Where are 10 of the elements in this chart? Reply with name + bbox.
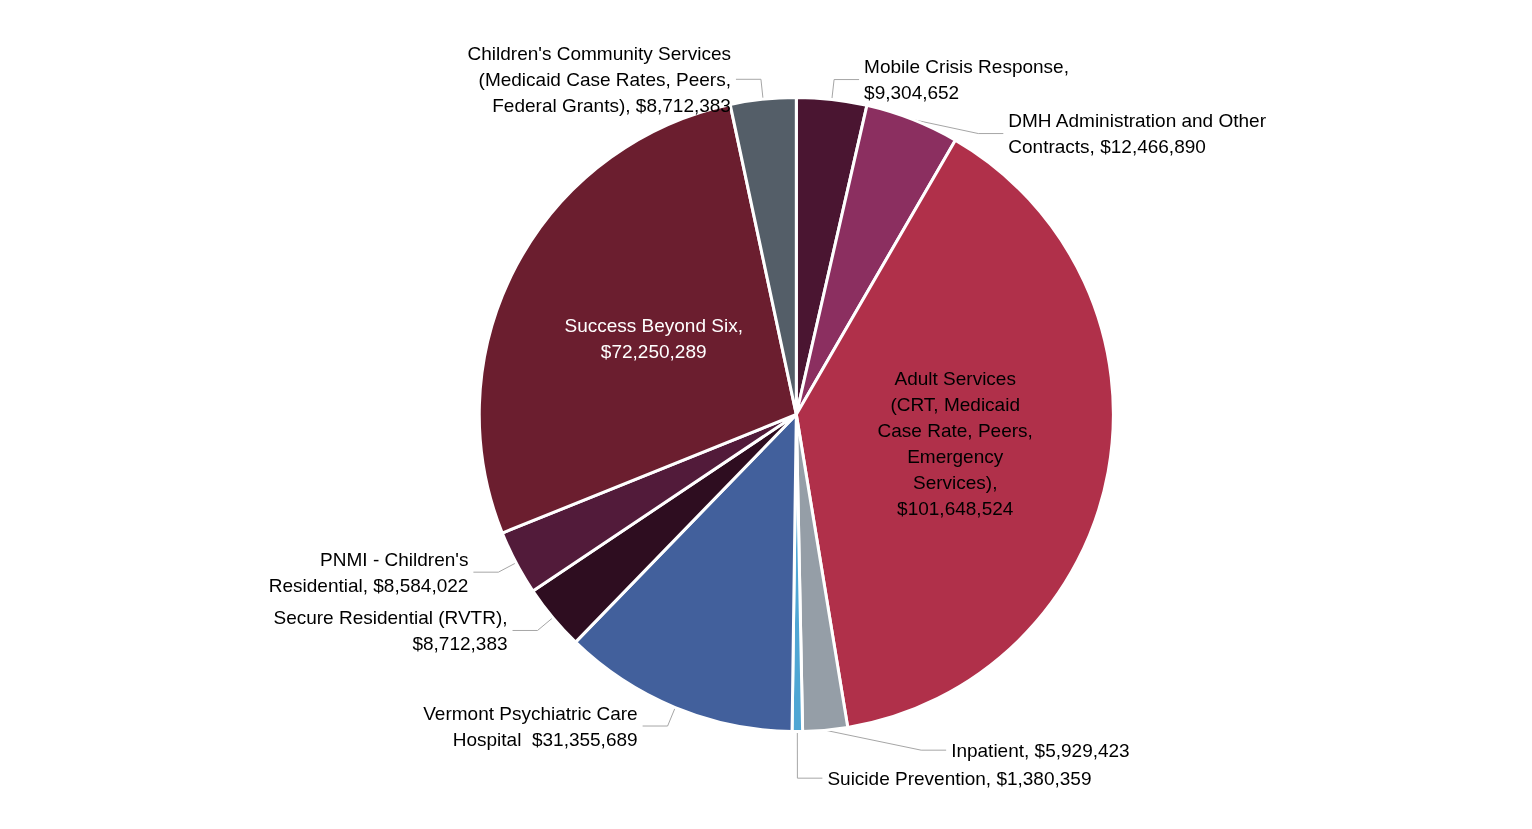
slice-label: Children's Community Services (Medicaid Case Rates, Peers, Federal Grants), $8,712,383 (467, 42, 731, 116)
slice-label: Vermont Psychiatric Care Hospital $31,355,689 (423, 702, 638, 750)
slice-label: Secure Residential (RVTR), $8,712,383 (273, 606, 508, 654)
slice-label: Adult Services (CRT, Medicaid Case Rate, Peers, Emergency Services), $101,648,524 (877, 368, 1033, 520)
slice-label: Success Beyond Six, $72,250,289 (564, 315, 743, 363)
slice-label: DMH Administration and Other Contracts, $12,466,890 (1008, 110, 1267, 158)
slice-label: PNMI - Children's Residential, $8,584,022 (268, 548, 469, 596)
slice-label: Inpatient, $5,929,423 (951, 739, 1130, 761)
slice-label: Mobile Crisis Response, $9,304,652 (864, 56, 1069, 104)
slice-label: Suicide Prevention, $1,380,359 (827, 767, 1092, 789)
